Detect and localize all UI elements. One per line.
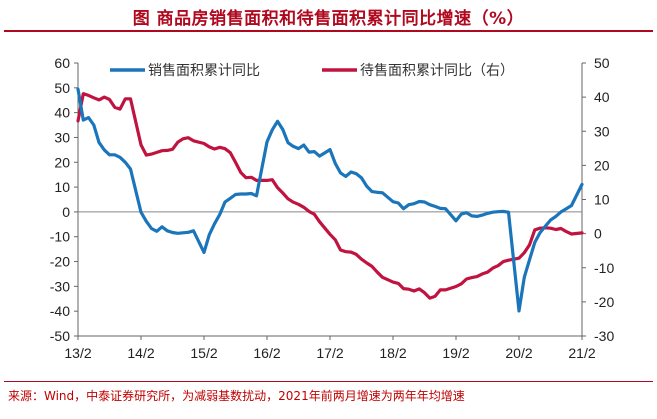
left-tick-label: 10 bbox=[54, 179, 70, 195]
right-tick-label: 30 bbox=[594, 123, 610, 139]
plot-area bbox=[77, 63, 583, 336]
inventory-line bbox=[76, 92, 584, 300]
x-tick-label: 19/2 bbox=[442, 345, 469, 361]
sales-line bbox=[76, 87, 584, 313]
right-tick-label: -10 bbox=[594, 260, 614, 276]
dual-axis-line-chart: 60 50 40 30 20 10 0 -10 -20 -30 -40 -50 50 40 30 20 10 0… bbox=[50, 55, 615, 361]
x-axis: 13/2 14/2 15/2 16/2 17/2 18/2 19/2 20/2 21/2 bbox=[64, 335, 596, 361]
right-tick-label: 50 bbox=[594, 55, 610, 71]
left-tick-label: -10 bbox=[50, 229, 70, 245]
legend-label-sales: 销售面积累计同比 bbox=[148, 63, 260, 79]
chart-title: 图 商品房销售面积和待售面积累计同比增速（%） bbox=[132, 9, 525, 29]
x-tick-label: 18/2 bbox=[379, 345, 406, 361]
right-tick-label: 0 bbox=[594, 226, 602, 242]
left-tick-label: -50 bbox=[50, 328, 70, 344]
left-tick-label: 50 bbox=[54, 80, 70, 96]
x-tick-label: 20/2 bbox=[505, 345, 532, 361]
x-tick-label: 13/2 bbox=[64, 345, 91, 361]
left-tick-label: -30 bbox=[50, 278, 70, 294]
left-tick-label: -40 bbox=[50, 303, 70, 319]
title-divider bbox=[4, 30, 653, 32]
right-tick-label: 10 bbox=[594, 192, 610, 208]
x-tick-label: 15/2 bbox=[190, 345, 217, 361]
right-y-axis: 50 40 30 20 10 0 -10 -20 -30 bbox=[582, 55, 614, 344]
left-y-axis: 60 50 40 30 20 10 0 -10 -20 -30 -40 -50 bbox=[50, 55, 78, 344]
right-tick-label: 40 bbox=[594, 89, 610, 105]
series-layer bbox=[76, 87, 584, 313]
right-tick-label: 20 bbox=[594, 157, 610, 173]
left-tick-label: 30 bbox=[54, 129, 70, 145]
left-tick-label: 60 bbox=[54, 55, 70, 71]
legend-label-inventory: 待售面积累计同比（右） bbox=[360, 63, 514, 79]
left-tick-label: 40 bbox=[54, 105, 70, 121]
x-tick-label: 17/2 bbox=[316, 345, 343, 361]
legend: 销售面积累计同比 待售面积累计同比（右） bbox=[110, 63, 514, 79]
source-note: 来源：Wind，中泰证券研究所，为减弱基数扰动，2021年前两月增速为两年年均增… bbox=[8, 389, 465, 403]
left-tick-label: 20 bbox=[54, 154, 70, 170]
left-tick-label: 0 bbox=[62, 204, 70, 220]
x-tick-label: 16/2 bbox=[253, 345, 280, 361]
x-tick-label: 21/2 bbox=[568, 345, 595, 361]
x-tick-label: 14/2 bbox=[127, 345, 154, 361]
left-tick-label: -20 bbox=[50, 254, 70, 270]
footer-divider bbox=[4, 381, 653, 382]
right-tick-label: -20 bbox=[594, 294, 614, 310]
right-tick-label: -30 bbox=[594, 328, 614, 344]
